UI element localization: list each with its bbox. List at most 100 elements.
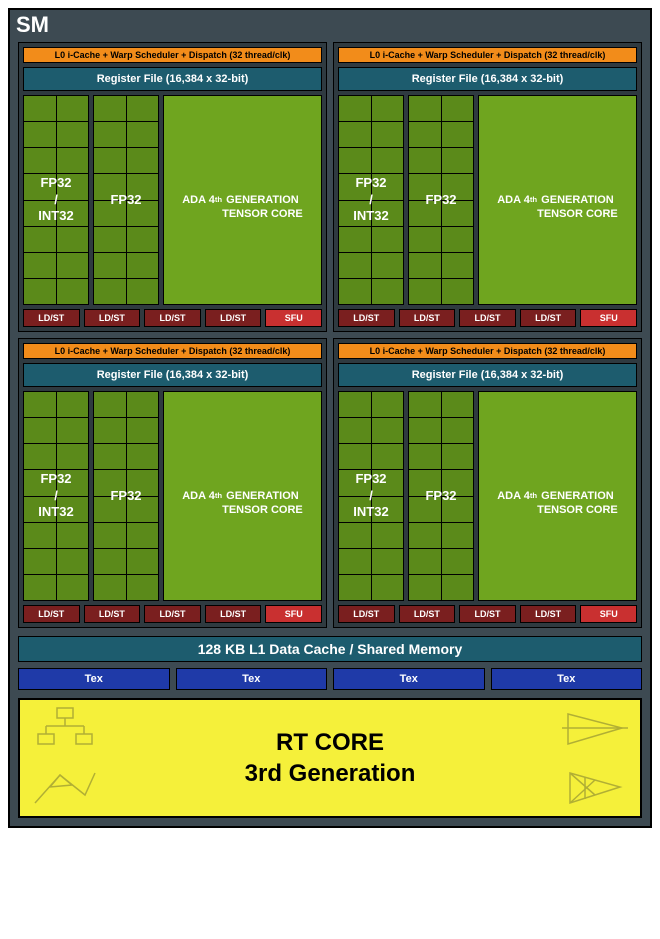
register-file-bar: Register File (16,384 x 32-bit) — [338, 67, 637, 91]
fp-core-cell — [442, 201, 474, 226]
sfu-unit: SFU — [265, 309, 322, 327]
fp-core-cell — [339, 575, 371, 600]
fp-core-cell — [94, 444, 126, 469]
fp-core-cell — [57, 96, 89, 121]
fp-core-cell — [94, 392, 126, 417]
fp-core-cell — [94, 122, 126, 147]
fp-core-cell — [442, 444, 474, 469]
fp-core-cell — [339, 174, 371, 199]
sfu-unit: SFU — [265, 605, 322, 623]
fp32-int32-grid: FP32/INT32 — [23, 391, 89, 601]
fp-core-cell — [339, 96, 371, 121]
fp-core-cell — [127, 96, 159, 121]
fp-core-cell — [24, 575, 56, 600]
fp-core-cell — [372, 497, 404, 522]
fp-core-cell — [372, 148, 404, 173]
fp-core-cell — [127, 523, 159, 548]
l1-cache-bar: 128 KB L1 Data Cache / Shared Memory — [18, 636, 642, 662]
fp-core-cell — [372, 549, 404, 574]
fp-core-cell — [57, 174, 89, 199]
fp-core-cell — [24, 444, 56, 469]
fp-core-cell — [24, 122, 56, 147]
fp-core-cell — [372, 227, 404, 252]
fp-core-cell — [372, 392, 404, 417]
register-file-bar: Register File (16,384 x 32-bit) — [23, 363, 322, 387]
fp-core-cell — [57, 148, 89, 173]
fp-core-cell — [409, 227, 441, 252]
fp-core-cell — [57, 227, 89, 252]
fp-core-cell — [127, 279, 159, 304]
tensor-core-block: ADA 4thGENERATIONTENSOR CORE — [478, 95, 637, 305]
fp-core-cell — [57, 418, 89, 443]
fp-core-cell — [339, 444, 371, 469]
sm-partition: L0 i-Cache + Warp Scheduler + Dispatch (… — [18, 42, 327, 332]
fp-core-cell — [94, 253, 126, 278]
fp-core-cell — [57, 549, 89, 574]
fp-core-cell — [339, 497, 371, 522]
fp-core-cell — [409, 470, 441, 495]
fp-core-cell — [442, 523, 474, 548]
ldst-unit: LD/ST — [399, 605, 456, 623]
fp-core-cell — [339, 523, 371, 548]
sm-container: SM L0 i-Cache + Warp Scheduler + Dispatc… — [8, 8, 652, 828]
fp-core-cell — [372, 470, 404, 495]
ldst-row: LD/STLD/STLD/STLD/STSFU — [23, 309, 322, 327]
fp-core-cell — [409, 575, 441, 600]
fp-core-cell — [409, 96, 441, 121]
fp-core-cell — [94, 418, 126, 443]
fp-core-cell — [57, 253, 89, 278]
ldst-unit: LD/ST — [520, 309, 577, 327]
rt-trace-icon — [30, 765, 100, 810]
fp-core-cell — [24, 523, 56, 548]
ldst-unit: LD/ST — [459, 309, 516, 327]
fp-core-cell — [409, 253, 441, 278]
fp-core-cell — [127, 201, 159, 226]
fp-core-cell — [372, 575, 404, 600]
tex-unit: Tex — [18, 668, 170, 690]
fp-core-cell — [339, 549, 371, 574]
tex-row: TexTexTexTex — [18, 668, 642, 690]
fp-core-cell — [442, 392, 474, 417]
fp-core-cell — [442, 549, 474, 574]
fp-core-cell — [57, 122, 89, 147]
fp-core-cell — [127, 392, 159, 417]
rt-triangle-icon — [560, 706, 630, 751]
fp-core-cell — [409, 418, 441, 443]
fp-core-cell — [127, 470, 159, 495]
fp-core-cell — [442, 227, 474, 252]
fp-core-cell — [409, 392, 441, 417]
fp-core-cell — [57, 279, 89, 304]
fp-core-cell — [94, 575, 126, 600]
l0-scheduler-bar: L0 i-Cache + Warp Scheduler + Dispatch (… — [338, 47, 637, 63]
ldst-unit: LD/ST — [144, 309, 201, 327]
fp-core-cell — [409, 279, 441, 304]
sm-partition: L0 i-Cache + Warp Scheduler + Dispatch (… — [18, 338, 327, 628]
ldst-unit: LD/ST — [338, 605, 395, 623]
fp-core-cell — [372, 201, 404, 226]
fp-core-cell — [442, 470, 474, 495]
fp-core-cell — [57, 523, 89, 548]
core-row: FP32/INT32FP32ADA 4thGENERATIONTENSOR CO… — [338, 391, 637, 601]
register-file-bar: Register File (16,384 x 32-bit) — [338, 363, 637, 387]
fp-core-cell — [127, 253, 159, 278]
fp-core-cell — [409, 444, 441, 469]
fp-core-cell — [24, 279, 56, 304]
fp-core-cell — [442, 497, 474, 522]
fp-core-cell — [409, 497, 441, 522]
fp-core-cell — [24, 549, 56, 574]
l0-scheduler-bar: L0 i-Cache + Warp Scheduler + Dispatch (… — [23, 47, 322, 63]
fp32-int32-grid: FP32/INT32 — [338, 391, 404, 601]
fp-core-cell — [339, 122, 371, 147]
fp-core-cell — [24, 148, 56, 173]
fp-core-cell — [409, 523, 441, 548]
fp-core-cell — [339, 227, 371, 252]
fp-core-cell — [127, 148, 159, 173]
tex-unit: Tex — [333, 668, 485, 690]
fp-core-cell — [127, 549, 159, 574]
fp-core-cell — [24, 497, 56, 522]
core-row: FP32/INT32FP32ADA 4thGENERATIONTENSOR CO… — [23, 391, 322, 601]
l0-scheduler-bar: L0 i-Cache + Warp Scheduler + Dispatch (… — [23, 343, 322, 359]
fp-core-cell — [372, 444, 404, 469]
rt-core-line2: 3rd Generation — [245, 760, 416, 787]
fp-core-cell — [57, 392, 89, 417]
